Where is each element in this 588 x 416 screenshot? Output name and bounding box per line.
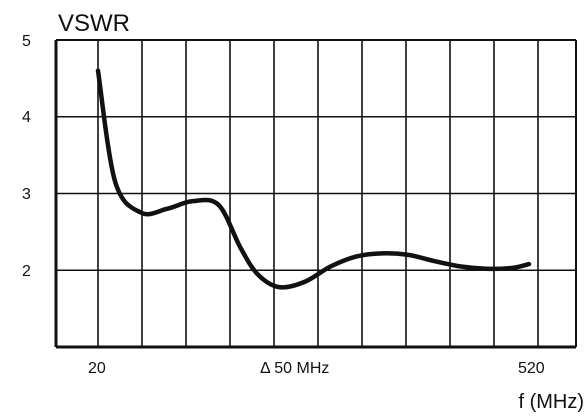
x-tick-label-520: 520: [518, 360, 545, 377]
grid-layer: [54, 39, 577, 349]
x-tick-label-delta-50: Δ 50 MHz: [260, 360, 329, 377]
y-tick-label-4: 4: [22, 109, 31, 126]
x-tick-label-20: 20: [88, 360, 106, 377]
chart-title: VSWR: [58, 10, 130, 37]
x-axis-label: f (MHz): [518, 391, 584, 413]
y-tick-label-2: 2: [22, 263, 31, 280]
y-tick-label-3: 3: [22, 186, 31, 203]
vswr-series-line: [95, 68, 532, 290]
y-tick-label-5: 5: [22, 33, 31, 50]
series-layer: [95, 68, 532, 290]
